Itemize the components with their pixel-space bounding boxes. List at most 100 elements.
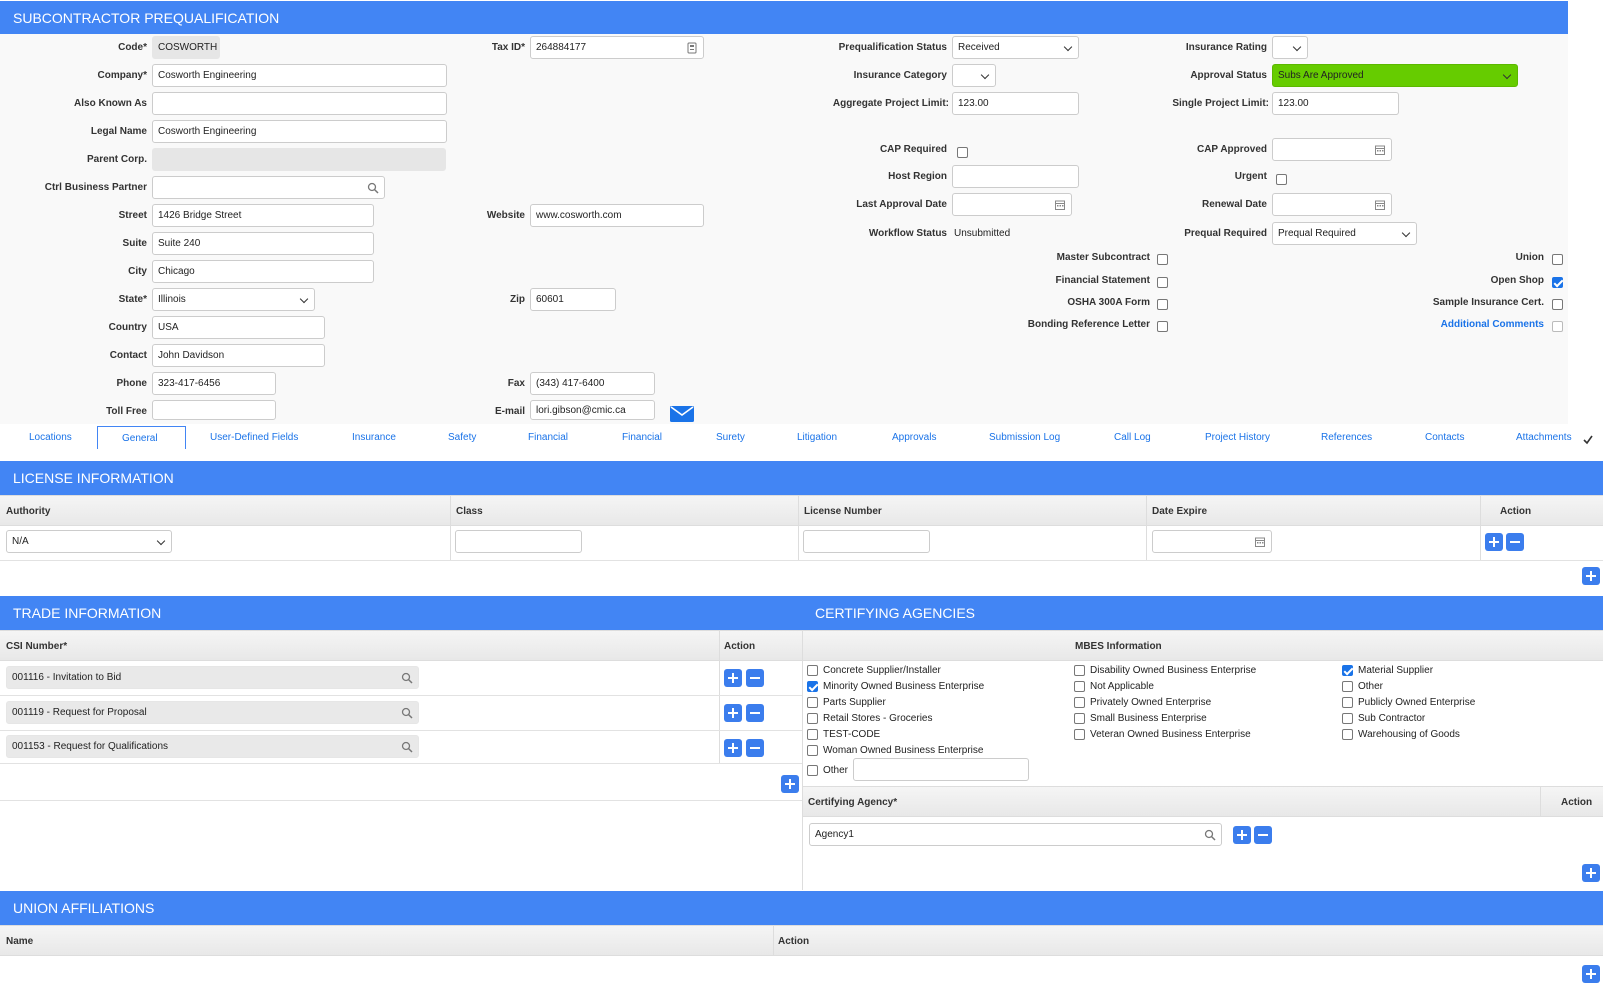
tab-general[interactable]: General — [122, 433, 158, 444]
agency-field[interactable]: Agency1 — [809, 823, 1222, 846]
tab-attachments[interactable]: Attachments — [1516, 432, 1572, 443]
mbes-checkbox[interactable] — [807, 729, 818, 740]
calendar-icon[interactable] — [1254, 536, 1266, 548]
tab-project-history[interactable]: Project History — [1205, 432, 1271, 443]
aka-field[interactable] — [152, 92, 447, 115]
tab-surety[interactable]: Surety — [716, 432, 745, 443]
cap-required-checkbox[interactable] — [957, 147, 968, 158]
add-row-button[interactable] — [724, 739, 742, 757]
tab-financial[interactable]: Financial — [528, 432, 569, 443]
additional-comments-link[interactable]: Additional Comments — [1440, 319, 1544, 330]
mbes-checkbox[interactable] — [1342, 665, 1353, 676]
mbes-checkbox[interactable] — [807, 713, 818, 724]
urgent-checkbox[interactable] — [1276, 174, 1287, 185]
authority-select[interactable]: N/A — [6, 530, 172, 553]
sample-insurance-checkbox[interactable] — [1552, 299, 1563, 310]
mbes-checkbox[interactable] — [1342, 697, 1353, 708]
tab-submission-log[interactable]: Submission Log — [989, 432, 1061, 443]
mbes-checkbox[interactable] — [1074, 681, 1085, 692]
bonding-checkbox[interactable] — [1157, 321, 1168, 332]
calculator-icon[interactable] — [686, 42, 698, 54]
add-trade-button[interactable] — [781, 775, 799, 793]
zip-field[interactable]: 60601 — [530, 288, 616, 311]
tab-litigation[interactable]: Litigation — [797, 432, 838, 443]
tab-user-defined-fields[interactable]: User-Defined Fields — [210, 432, 299, 443]
city-field[interactable]: Chicago — [152, 260, 374, 283]
website-field[interactable]: www.cosworth.com — [530, 204, 704, 227]
tab-insurance[interactable]: Insurance — [352, 432, 396, 443]
approval-status-select[interactable]: Subs Are Approved — [1272, 64, 1518, 87]
mbes-checkbox[interactable] — [1074, 713, 1085, 724]
cap-approved-field[interactable] — [1272, 138, 1392, 161]
remove-row-button[interactable] — [746, 704, 764, 722]
financial-statement-checkbox[interactable] — [1157, 277, 1168, 288]
remove-row-button[interactable] — [746, 669, 764, 687]
add-row-button[interactable] — [1233, 826, 1251, 844]
tab-locations[interactable]: Locations — [29, 432, 72, 443]
csi-field[interactable]: 001116 - Invitation to Bid — [6, 666, 419, 689]
search-icon[interactable] — [401, 707, 413, 719]
license-number-field[interactable] — [803, 530, 930, 553]
last-approval-field[interactable] — [952, 193, 1072, 216]
add-row-button[interactable] — [1485, 533, 1503, 551]
tab-approvals[interactable]: Approvals — [892, 432, 937, 443]
company-field[interactable]: Cosworth Engineering — [152, 64, 447, 87]
tollfree-field[interactable] — [152, 400, 276, 420]
fax-field[interactable]: (343) 417-6400 — [530, 372, 655, 395]
insurance-category-select[interactable] — [952, 64, 996, 87]
mbes-other-field[interactable] — [853, 758, 1029, 781]
mbes-checkbox[interactable] — [807, 665, 818, 676]
host-region-field[interactable] — [952, 165, 1079, 188]
email-icon[interactable] — [670, 406, 694, 422]
mbes-checkbox[interactable] — [1342, 681, 1353, 692]
tab-call-log[interactable]: Call Log — [1114, 432, 1151, 443]
mbes-checkbox[interactable] — [1074, 697, 1085, 708]
renewal-date-field[interactable] — [1272, 193, 1392, 216]
calendar-icon[interactable] — [1374, 199, 1386, 211]
prequal-required-select[interactable]: Prequal Required — [1272, 222, 1417, 245]
single-limit-field[interactable]: 123.00 — [1272, 92, 1399, 115]
csi-field[interactable]: 001153 - Request for Qualifications — [6, 735, 419, 758]
phone-field[interactable]: 323-417-6456 — [152, 372, 276, 395]
search-icon[interactable] — [401, 672, 413, 684]
add-agency-button[interactable] — [1582, 864, 1600, 882]
mbes-checkbox[interactable] — [807, 697, 818, 708]
union-checkbox[interactable] — [1552, 254, 1563, 265]
contact-field[interactable]: John Davidson — [152, 344, 325, 367]
insurance-rating-select[interactable] — [1272, 36, 1308, 59]
csi-field[interactable]: 001119 - Request for Proposal — [6, 701, 419, 724]
tab-safety[interactable]: Safety — [448, 432, 477, 443]
suite-field[interactable]: Suite 240 — [152, 232, 374, 255]
mbes-checkbox[interactable] — [1342, 729, 1353, 740]
mbes-checkbox[interactable] — [807, 745, 818, 756]
mbes-checkbox[interactable] — [1342, 713, 1353, 724]
country-field[interactable]: USA — [152, 316, 325, 339]
master-subcontract-checkbox[interactable] — [1157, 254, 1168, 265]
add-license-button[interactable] — [1582, 567, 1600, 585]
tab-references[interactable]: References — [1321, 432, 1373, 443]
email-field[interactable]: lori.gibson@cmic.ca — [530, 400, 655, 420]
remove-row-button[interactable] — [1254, 826, 1272, 844]
search-icon[interactable] — [367, 182, 379, 194]
tab-contacts[interactable]: Contacts — [1425, 432, 1465, 443]
search-icon[interactable] — [401, 741, 413, 753]
aggregate-limit-field[interactable]: 123.00 — [952, 92, 1079, 115]
prequal-status-select[interactable]: Received — [952, 36, 1079, 59]
mbes-checkbox[interactable] — [807, 681, 818, 692]
additional-comments-checkbox[interactable] — [1552, 321, 1563, 332]
tab-financial-2[interactable]: Financial — [622, 432, 663, 443]
search-icon[interactable] — [1204, 829, 1216, 841]
date-expire-field[interactable] — [1152, 530, 1272, 553]
class-field[interactable] — [455, 530, 582, 553]
open-shop-checkbox[interactable] — [1552, 277, 1563, 288]
calendar-icon[interactable] — [1374, 144, 1386, 156]
taxid-field[interactable]: 264884177 — [530, 36, 704, 59]
calendar-icon[interactable] — [1054, 199, 1066, 211]
osha-checkbox[interactable] — [1157, 299, 1168, 310]
mbes-other-checkbox[interactable] — [807, 765, 818, 776]
add-row-button[interactable] — [724, 704, 742, 722]
mbes-checkbox[interactable] — [1074, 665, 1085, 676]
remove-row-button[interactable] — [746, 739, 764, 757]
ctrl-partner-field[interactable] — [152, 176, 385, 199]
add-row-button[interactable] — [724, 669, 742, 687]
